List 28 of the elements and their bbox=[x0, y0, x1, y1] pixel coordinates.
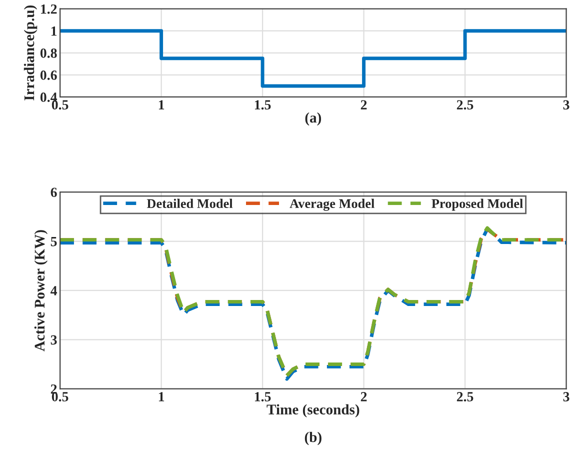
y-axis-title: Irradiance(p.u) bbox=[24, 6, 38, 100]
y-tick-label: 5 bbox=[50, 237, 57, 246]
y-tick-label: 3 bbox=[50, 335, 57, 345]
text: (b) bbox=[304, 432, 322, 446]
x-tick-label: 1.5 bbox=[254, 392, 271, 402]
y-tick-label: 4 bbox=[50, 286, 58, 296]
legend-label: Proposed Model bbox=[432, 198, 523, 211]
y-tick-label: 6 bbox=[50, 188, 57, 198]
x-tick-label: 2 bbox=[360, 392, 367, 402]
y-tick-label: 0.4 bbox=[40, 92, 58, 102]
x-tick-label: 1.5 bbox=[254, 100, 271, 110]
x-tick-label: 3 bbox=[563, 100, 570, 110]
x-tick-label: 2.5 bbox=[456, 392, 474, 402]
y-tick-label: 0.8 bbox=[40, 48, 57, 58]
x-axis-title: (a) bbox=[305, 112, 322, 126]
x-tick-label: 0.5 bbox=[52, 100, 68, 110]
x-tick-label: 2.5 bbox=[456, 100, 474, 110]
x-tick-label: 1 bbox=[158, 392, 164, 402]
y-tick-label: 1 bbox=[51, 26, 57, 36]
legend-label: Detailed Model bbox=[146, 198, 233, 208]
x-tick-label: 2 bbox=[360, 100, 367, 110]
y-tick-label: 0.6 bbox=[40, 70, 57, 80]
y-tick-label: 1.2 bbox=[41, 4, 57, 14]
y-axis-title: Active Power (KW) bbox=[34, 230, 48, 352]
x-axis-title: Time (seconds) bbox=[266, 404, 360, 418]
legend-label: Average Model bbox=[290, 198, 374, 211]
x-tick-label: 3 bbox=[563, 392, 570, 402]
x-tick-label: 1 bbox=[158, 100, 164, 110]
